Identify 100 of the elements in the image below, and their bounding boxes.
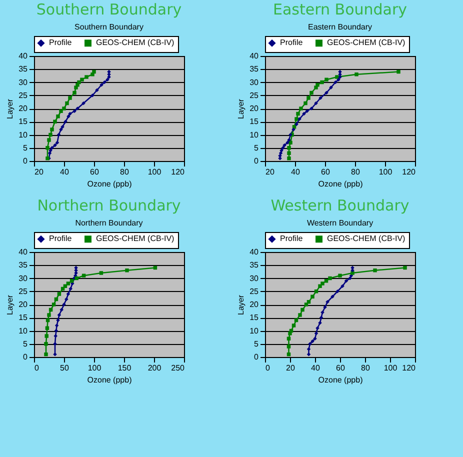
point (287, 146, 291, 150)
point (53, 120, 57, 124)
y-tick-label: 0 (254, 156, 260, 166)
legend-label: GEOS-CHEM (CB-IV) (327, 38, 406, 48)
x-axis-title: Ozone (ppb) (87, 180, 132, 188)
y-tick-label: 40 (250, 52, 260, 60)
point (59, 109, 63, 113)
chart-subtitle: Northern Boundary (75, 218, 143, 228)
point (310, 90, 314, 95)
point (65, 101, 69, 106)
x-tick-label: 120 (402, 364, 416, 372)
point (302, 112, 306, 116)
point (66, 282, 70, 286)
point (72, 90, 76, 95)
y-tick-label: 15 (18, 117, 28, 126)
y-tick-label: 30 (250, 78, 260, 87)
point (294, 117, 298, 121)
y-tick-label: 30 (250, 274, 260, 283)
y-tick-label: 10 (250, 130, 260, 140)
y-tick-label: 35 (18, 64, 28, 74)
y-tick-label: 30 (18, 78, 28, 87)
y-tick-label: 0 (23, 352, 28, 362)
y-tick-label: 20 (18, 104, 28, 113)
x-axis-title: Ozone (ppb) (87, 376, 132, 384)
chart-title: Northern Boundary (37, 196, 181, 214)
point (44, 334, 48, 338)
legend-label: Profile (280, 38, 304, 48)
y-tick-label: 25 (250, 286, 260, 296)
point (320, 282, 324, 286)
x-tick-label: 100 (88, 364, 102, 372)
y-tick-label: 25 (18, 286, 28, 296)
point (288, 140, 292, 144)
y-tick-label: 20 (250, 104, 260, 113)
point (320, 80, 324, 84)
point (92, 70, 96, 74)
y-tick-label: 15 (250, 313, 260, 322)
point (57, 292, 62, 296)
point (338, 274, 342, 278)
x-tick-label: 100 (148, 168, 162, 176)
y-tick-label: 20 (18, 300, 28, 309)
point (396, 70, 400, 74)
point (82, 101, 86, 106)
point (292, 324, 296, 328)
y-tick-label: 35 (18, 260, 28, 270)
chart-subtitle: Southern Boundary (74, 22, 144, 32)
point (84, 75, 88, 79)
point (44, 352, 48, 356)
point (304, 302, 308, 306)
point (298, 313, 302, 317)
y-tick-label: 10 (250, 326, 260, 336)
point (47, 138, 51, 142)
y-tick-label: 25 (18, 90, 28, 100)
y-tick-label: 40 (18, 52, 28, 60)
point (299, 106, 303, 110)
y-axis-title: Layer (236, 294, 246, 316)
chart-title: Eastern Boundary (272, 0, 408, 18)
legend-label: Profile (280, 234, 304, 244)
x-tick-label: 120 (171, 168, 186, 176)
point (77, 80, 81, 84)
point (287, 151, 291, 155)
point (56, 114, 60, 118)
point (66, 292, 70, 296)
point (304, 101, 308, 106)
point (282, 143, 286, 148)
y-tick-label: 10 (18, 326, 28, 336)
x-tick-label: 200 (148, 364, 162, 372)
point (306, 96, 310, 100)
y-axis-title: Layer (6, 98, 15, 120)
point (335, 75, 339, 79)
point (310, 294, 314, 298)
x-tick-label: 50 (60, 364, 70, 372)
point (354, 72, 358, 76)
y-tick-label: 15 (18, 313, 28, 322)
y-tick-label: 0 (23, 156, 28, 166)
x-tick-label: 100 (378, 168, 393, 176)
legend-label: GEOS-CHEM (CB-IV) (327, 234, 406, 244)
point (68, 286, 72, 291)
point (300, 308, 304, 312)
point (60, 308, 64, 312)
point (52, 302, 56, 306)
point (348, 276, 352, 280)
chart-subtitle: Western Boundary (306, 218, 374, 228)
y-tick-label: 40 (250, 248, 260, 256)
point (80, 78, 84, 82)
point (310, 339, 314, 344)
y-tick-label: 35 (250, 64, 260, 74)
x-tick-label: 150 (118, 364, 132, 372)
x-tick-label: 100 (384, 364, 398, 372)
legend-label: GEOS-CHEM (CB-IV) (96, 234, 175, 244)
legend-label: Profile (49, 38, 72, 48)
y-tick-label: 5 (254, 339, 260, 348)
x-tick-label: 80 (361, 364, 370, 372)
x-tick-label: 0 (34, 364, 40, 372)
point (125, 268, 129, 272)
x-tick-label: 80 (351, 168, 360, 176)
x-tick-label: 120 (402, 168, 416, 176)
y-tick-label: 30 (18, 274, 28, 283)
point (294, 122, 298, 126)
point (324, 78, 328, 82)
point (68, 112, 72, 116)
